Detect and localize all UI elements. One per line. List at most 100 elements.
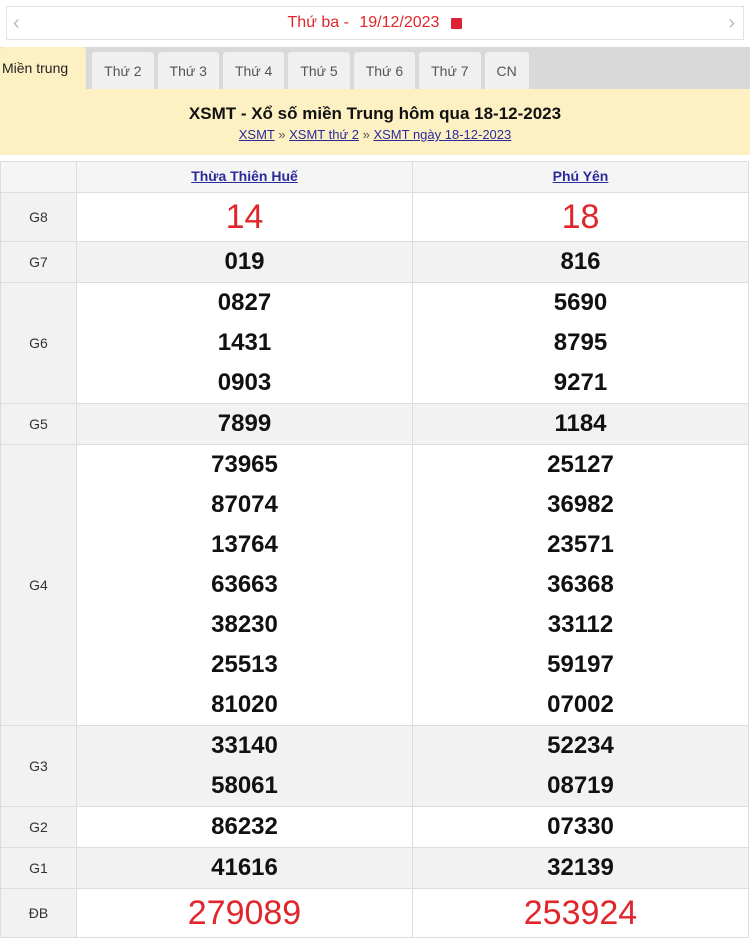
prize-number: 59197 bbox=[547, 651, 614, 678]
prize-number: 1431 bbox=[217, 329, 272, 356]
prize-number: 38230 bbox=[211, 611, 278, 638]
prize-number: 32139 bbox=[547, 854, 614, 881]
prize-label: G1 bbox=[0, 847, 77, 889]
province-header: Thừa Thiên Huế bbox=[76, 161, 413, 193]
prize-row-g2: G2 86232 07330 bbox=[0, 806, 749, 848]
prize-cell: 7899 bbox=[76, 403, 413, 445]
corner-cell bbox=[0, 161, 77, 193]
breadcrumb-sep: » bbox=[358, 127, 374, 142]
prize-cell: 32139 bbox=[412, 847, 749, 889]
prize-row-g5: G5 7899 1184 bbox=[0, 403, 749, 445]
prize-cell: 253924 bbox=[412, 888, 749, 938]
prize-row-g1: G1 41616 32139 bbox=[0, 847, 749, 889]
prize-number: 41616 bbox=[211, 854, 278, 881]
prev-day-button[interactable]: ‹ bbox=[13, 12, 20, 34]
prize-row-g3: G3 33140 58061 52234 08719 bbox=[0, 725, 749, 807]
prize-label: G8 bbox=[0, 192, 77, 242]
date-bar: ‹ Thứ ba - 19/12/2023 › bbox=[6, 6, 744, 40]
province-header-row: Thừa Thiên Huế Phú Yên bbox=[0, 161, 749, 193]
prize-number: 0827 bbox=[217, 289, 272, 316]
prize-cell: 279089 bbox=[76, 888, 413, 938]
prize-number: 253924 bbox=[523, 894, 638, 932]
prize-label: G5 bbox=[0, 403, 77, 445]
prize-row-g4: G4 73965 87074 13764 63663 38230 25513 81020 251… bbox=[0, 444, 749, 726]
prize-number: 0903 bbox=[217, 369, 272, 396]
tab-mien-trung[interactable]: Miền trung bbox=[0, 47, 87, 89]
prize-number: 14 bbox=[225, 198, 264, 236]
prize-label: G3 bbox=[0, 725, 77, 807]
prize-cell: 86232 bbox=[76, 806, 413, 848]
tab-thu-6[interactable]: Thứ 6 bbox=[353, 52, 416, 89]
prize-row-g8: G8 14 18 bbox=[0, 192, 749, 242]
prize-number: 36368 bbox=[547, 571, 614, 598]
prize-number: 13764 bbox=[211, 531, 278, 558]
prize-number: 87074 bbox=[211, 491, 278, 518]
calendar-icon[interactable] bbox=[451, 17, 463, 29]
prize-cell: 25127 36982 23571 36368 33112 59197 07002 bbox=[412, 444, 749, 726]
prize-row-đb: ĐB 279089 253924 bbox=[0, 888, 749, 938]
prize-number: 816 bbox=[560, 248, 601, 275]
prize-number: 7899 bbox=[217, 410, 272, 437]
prize-label: ĐB bbox=[0, 888, 77, 938]
prize-number: 5690 bbox=[553, 289, 608, 316]
prize-number: 8795 bbox=[553, 329, 608, 356]
prize-number: 18 bbox=[561, 198, 600, 236]
prize-number: 07330 bbox=[547, 813, 614, 840]
prize-number: 52234 bbox=[547, 732, 614, 759]
prize-number: 08719 bbox=[547, 772, 614, 799]
results-table: Thừa Thiên Huế Phú Yên G8 14 18 G7 019 816 G6 0… bbox=[0, 161, 749, 938]
prize-row-g6: G6 0827 1431 0903 5690 8795 9271 bbox=[0, 282, 749, 404]
prize-number: 019 bbox=[224, 248, 265, 275]
prize-number: 33112 bbox=[547, 611, 614, 638]
prize-cell: 019 bbox=[76, 241, 413, 283]
prize-label: G2 bbox=[0, 806, 77, 848]
tab-thu-4[interactable]: Thứ 4 bbox=[222, 52, 285, 89]
prize-cell: 14 bbox=[76, 192, 413, 242]
prize-label: G4 bbox=[0, 444, 77, 726]
weekday-label: Thứ ba - bbox=[287, 14, 354, 31]
prize-number: 1184 bbox=[554, 410, 607, 437]
prize-cell: 07330 bbox=[412, 806, 749, 848]
prize-cell: 33140 58061 bbox=[76, 725, 413, 807]
prize-number: 86232 bbox=[211, 813, 278, 840]
prize-label: G6 bbox=[0, 282, 77, 404]
tab-thu-5[interactable]: Thứ 5 bbox=[288, 52, 350, 89]
prize-number: 36982 bbox=[547, 491, 614, 518]
tab-cn[interactable]: CN bbox=[484, 52, 529, 89]
prize-cell: 0827 1431 0903 bbox=[76, 282, 413, 404]
prize-number: 73965 bbox=[211, 451, 278, 478]
prize-number: 25127 bbox=[547, 451, 614, 478]
prize-row-g7: G7 019 816 bbox=[0, 241, 749, 283]
prize-number: 07002 bbox=[547, 691, 614, 718]
province-header: Phú Yên bbox=[412, 161, 749, 193]
prize-number: 9271 bbox=[553, 369, 608, 396]
prize-number: 33140 bbox=[211, 732, 278, 759]
prize-number: 279089 bbox=[187, 894, 302, 932]
prize-cell: 5690 8795 9271 bbox=[412, 282, 749, 404]
prize-cell: 816 bbox=[412, 241, 749, 283]
date-label[interactable]: 19/12/2023 bbox=[359, 14, 440, 31]
tab-thu-2[interactable]: Thứ 2 bbox=[92, 52, 154, 89]
breadcrumb: XSMT » XSMT thứ 2 » XSMT ngày 18-12-2023 bbox=[0, 127, 750, 142]
prize-number: 23571 bbox=[547, 531, 614, 558]
prize-cell: 52234 08719 bbox=[412, 725, 749, 807]
prize-cell: 1184 bbox=[412, 403, 749, 445]
prize-number: 58061 bbox=[211, 772, 278, 799]
prize-number: 63663 bbox=[211, 571, 278, 598]
tab-thu-3[interactable]: Thứ 3 bbox=[157, 52, 219, 89]
page-title: XSMT - Xổ số miền Trung hôm qua 18-12-20… bbox=[188, 104, 562, 123]
prize-number: 25513 bbox=[211, 651, 278, 678]
breadcrumb-xsmt-thu-2[interactable]: XSMT thứ 2 bbox=[289, 127, 359, 142]
breadcrumb-sep: » bbox=[274, 127, 290, 142]
tab-thu-7[interactable]: Thứ 7 bbox=[419, 52, 481, 89]
breadcrumb-xsmt[interactable]: XSMT bbox=[238, 127, 275, 142]
prize-cell: 18 bbox=[412, 192, 749, 242]
province-link-phu-yen[interactable]: Phú Yên bbox=[552, 168, 609, 184]
breadcrumb-date[interactable]: XSMT ngày 18-12-2023 bbox=[373, 127, 512, 142]
prize-cell: 41616 bbox=[76, 847, 413, 889]
prize-cell: 73965 87074 13764 63663 38230 25513 81020 bbox=[76, 444, 413, 726]
result-banner: XSMT - Xổ số miền Trung hôm qua 18-12-20… bbox=[0, 89, 750, 155]
day-tabs: Miền trung Thứ 2 Thứ 3 Thứ 4 Thứ 5 Thứ 6… bbox=[0, 47, 750, 89]
next-day-button[interactable]: › bbox=[728, 12, 735, 34]
province-link-hue[interactable]: Thừa Thiên Huế bbox=[191, 168, 298, 184]
